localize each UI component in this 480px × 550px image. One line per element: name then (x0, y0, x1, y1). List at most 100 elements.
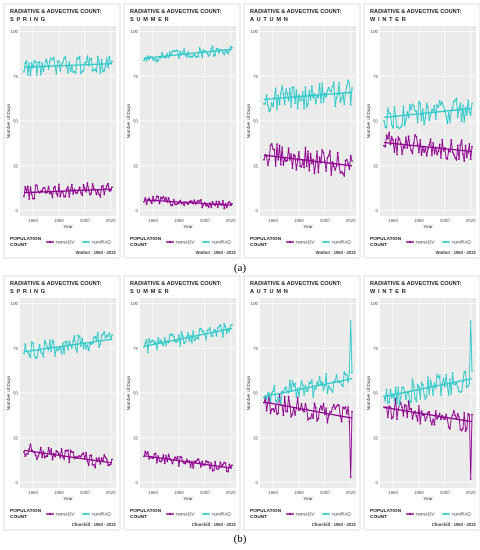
data-point (471, 370, 473, 372)
data-point (420, 154, 423, 156)
data-point (46, 61, 49, 64)
data-point (434, 118, 437, 121)
data-point (95, 457, 98, 460)
x-tick-label: 1960 (148, 218, 158, 223)
data-point (99, 462, 102, 465)
data-point (330, 90, 333, 93)
data-point (58, 347, 60, 350)
data-point (96, 55, 99, 58)
data-point (325, 170, 328, 172)
data-point (194, 460, 197, 463)
data-point (278, 144, 281, 147)
data-point (465, 114, 468, 116)
data-point (80, 192, 82, 195)
data-point (318, 408, 321, 411)
data-point (46, 346, 49, 348)
data-point (322, 101, 325, 104)
data-point (146, 451, 149, 454)
data-point (41, 62, 44, 65)
data-point (45, 455, 47, 458)
data-point (405, 398, 407, 401)
series-numrad (23, 55, 113, 77)
data-point (415, 135, 418, 138)
data-point (334, 169, 337, 171)
data-point (105, 184, 108, 187)
data-point (294, 102, 296, 105)
data-point (437, 376, 440, 379)
data-point (424, 117, 427, 120)
data-point (336, 151, 339, 154)
data-point (351, 87, 353, 89)
data-point (331, 161, 334, 163)
y-tick-label: 50 (13, 119, 18, 124)
trend-line (23, 449, 113, 464)
facet-title: RADIATIVE & ADVECTIVE COUNT: (370, 9, 462, 15)
data-point (64, 56, 67, 58)
series-numrad (143, 44, 233, 63)
data-point (276, 143, 278, 146)
data-point (225, 206, 228, 209)
legend-label-numadv: numADV (416, 240, 435, 245)
series-numadv (383, 131, 473, 162)
data-point (76, 351, 78, 353)
data-point (386, 402, 389, 405)
data-point (449, 150, 451, 153)
data-point (397, 126, 400, 129)
data-point (298, 151, 300, 153)
data-point (86, 460, 89, 462)
data-point (80, 72, 82, 75)
y-tick-label: 50 (253, 119, 258, 124)
trend-line (143, 48, 233, 59)
data-point (286, 159, 289, 162)
data-point (100, 457, 103, 460)
data-point (295, 168, 298, 171)
y-tick-label: 75 (373, 74, 378, 79)
data-point (222, 199, 224, 202)
data-point (447, 112, 450, 114)
data-point (163, 336, 166, 339)
data-point (419, 422, 422, 425)
data-point (196, 336, 198, 339)
data-point (206, 204, 209, 207)
data-point (420, 381, 423, 384)
data-point (163, 56, 166, 59)
data-point (345, 412, 348, 415)
data-point (308, 417, 311, 420)
data-point (291, 413, 294, 416)
data-point (399, 396, 402, 399)
data-point (314, 387, 317, 390)
data-point (36, 356, 38, 359)
data-point (301, 384, 304, 387)
data-point (187, 51, 189, 54)
data-point (322, 151, 325, 154)
data-point (334, 408, 337, 410)
data-point (407, 116, 410, 119)
data-point (298, 395, 300, 397)
data-point (94, 336, 97, 338)
station-caption: Warton : 1953 - 2021 (196, 250, 237, 255)
data-point (156, 348, 158, 351)
data-point (228, 49, 231, 52)
data-point (464, 430, 467, 432)
data-point (189, 466, 192, 469)
data-point (285, 386, 287, 388)
data-point (185, 55, 188, 58)
data-point (198, 461, 201, 463)
data-point (82, 69, 85, 72)
data-point (144, 450, 147, 453)
data-point (323, 160, 326, 162)
data-point (107, 335, 110, 338)
data-point (180, 202, 183, 205)
x-tick-label: 2020 (466, 490, 476, 495)
data-point (412, 142, 415, 144)
y-tick-label: 0 (136, 208, 139, 213)
data-point (87, 349, 90, 352)
legend-label-numadv: numADV (56, 512, 75, 517)
data-point (402, 414, 405, 417)
data-point (54, 354, 56, 357)
data-point (148, 338, 151, 340)
data-point (188, 460, 191, 462)
data-point (446, 158, 449, 160)
data-point (314, 102, 317, 105)
data-point (424, 147, 427, 149)
